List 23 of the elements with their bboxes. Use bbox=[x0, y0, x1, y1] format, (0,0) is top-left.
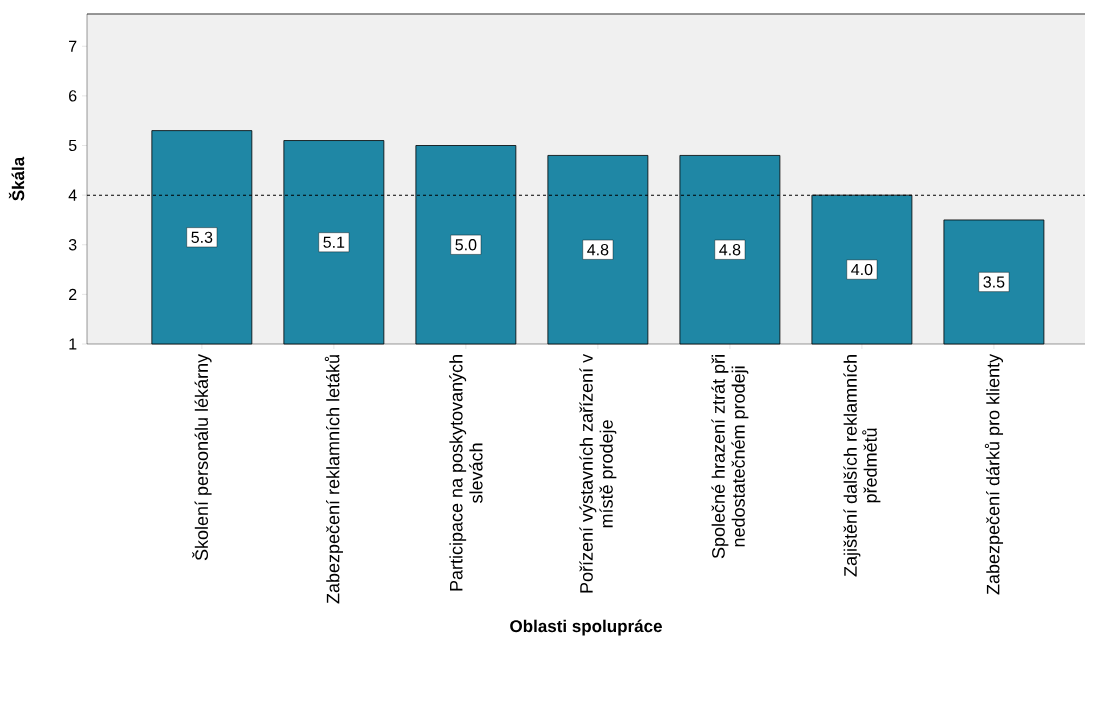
x-tick-label: Zajištění dalších reklamních předmětů bbox=[843, 355, 881, 577]
y-tick-label: 2 bbox=[69, 288, 77, 300]
x-tick-label: Zabezpečení dárků pro klienty bbox=[984, 353, 1004, 595]
y-tick-label: 4 bbox=[68, 189, 77, 201]
data-label: 5.3 bbox=[191, 231, 213, 243]
y-tick-label: 6 bbox=[69, 90, 77, 102]
y-tick-label: 7 bbox=[69, 40, 77, 52]
data-label: 4.0 bbox=[851, 263, 873, 276]
y-tick-label: 1 bbox=[69, 338, 77, 350]
data-label: 4.8 bbox=[719, 244, 741, 256]
y-tick-label: 3 bbox=[68, 239, 77, 251]
data-label: 5.1 bbox=[323, 236, 345, 248]
x-tick-label: Zabezpečení reklamních letáků bbox=[324, 355, 343, 604]
x-tick-label: Participace na poskytovaných slevách bbox=[449, 355, 483, 591]
x-tick-label: Pořízení výstavních zařízení v místě prodeje bbox=[579, 353, 617, 593]
y-axis-title: Škála bbox=[8, 156, 25, 201]
y-tick-label: 5 bbox=[68, 139, 77, 152]
data-label: 4.8 bbox=[587, 244, 609, 256]
x-tick-label: Školení personálu lékárny bbox=[192, 353, 212, 561]
data-label: 5.0 bbox=[455, 239, 477, 251]
x-tick-label: Společné hrazení ztrát při nedostatečném prodeji bbox=[711, 355, 749, 559]
data-label: 3.5 bbox=[983, 276, 1005, 288]
x-axis-title: Oblasti spolupráce bbox=[510, 619, 662, 636]
